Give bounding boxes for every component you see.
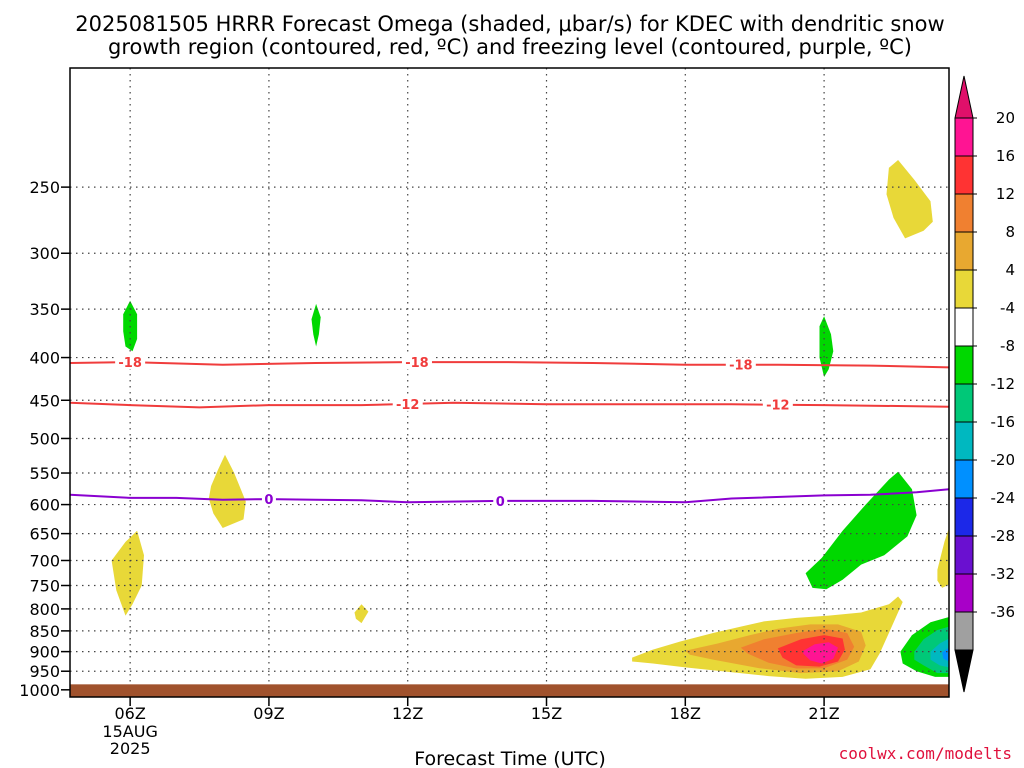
omega-colorbar: 20 16 12 8 4 -4 -8 -12 -16 -20 -24 -28 -32 -36: [954, 75, 1016, 693]
y-tick-label-750: 750: [29, 577, 60, 596]
ground-layer: [70, 684, 949, 697]
contour--12: [70, 401, 949, 409]
y-tick-label-250: 250: [29, 178, 60, 197]
contour-label--12: -12: [766, 399, 790, 414]
omega-region-3: [311, 303, 321, 347]
plot-background: [70, 68, 949, 697]
y-tick-label-350: 350: [29, 300, 60, 319]
y-tick-label-500: 500: [29, 429, 60, 448]
title-line-2: growth region (contoured, red, ºC) and f…: [108, 35, 912, 59]
x-tick-sublabel: 15AUG: [102, 722, 157, 741]
y-tick-label-950: 950: [29, 662, 60, 681]
y-tick-label-400: 400: [29, 349, 60, 368]
omega-region-0: [111, 530, 144, 616]
colorbar-label: -4: [1000, 299, 1015, 317]
contour-label-bg: [725, 357, 756, 372]
colorbar-label: -24: [991, 489, 1016, 507]
colorbar-swatch: [954, 117, 974, 157]
contour-label-0: 0: [496, 495, 505, 510]
omega-region-1: [123, 300, 138, 352]
y-tick-label-850: 850: [29, 622, 60, 641]
x-tick-label-09Z: 09Z: [253, 704, 284, 723]
colorbar-label: 20: [996, 109, 1015, 127]
y-tick-label-700: 700: [29, 551, 60, 570]
x-tick-label-21Z: 21Z: [808, 704, 839, 723]
colorbar-swatch: [954, 459, 974, 499]
x-tick-label-15Z: 15Z: [531, 704, 562, 723]
title-line-1: 2025081505 HRRR Forecast Omega (shaded, …: [75, 12, 944, 36]
colorbar-label: -8: [1000, 337, 1015, 355]
contour-label-bg: [261, 492, 276, 507]
contour-label--18: -18: [405, 356, 429, 371]
contour-label--12: -12: [396, 398, 420, 413]
colorbar-label: -32: [991, 565, 1016, 583]
colorbar-label: -16: [991, 413, 1016, 431]
colorbar-label: 8: [1005, 223, 1015, 241]
colorbar-swatch: [954, 573, 974, 613]
y-tick-label-600: 600: [29, 496, 60, 515]
contour-label-bg: [115, 355, 146, 370]
colorbar-swatch: [954, 611, 974, 651]
contour-label-bg: [762, 397, 793, 412]
omega-region-6: [886, 160, 933, 239]
y-tick-label-300: 300: [29, 244, 60, 263]
colorbar-bottom-arrow: [954, 649, 974, 693]
colorbar-swatch: [954, 383, 974, 423]
colorbar-swatch: [954, 307, 974, 347]
colorbar-label: -36: [991, 603, 1016, 621]
contour-label--18: -18: [118, 356, 142, 371]
plot-area: -18 -18 -18 -12 -12 0 0: [69, 67, 950, 698]
x-axis-title: Forecast Time (UTC): [414, 748, 605, 768]
contour-label-bg: [392, 396, 423, 411]
pressure-axis: 250 300 350 400 450 500 550 600 650 700 750 800 850 9…: [19, 178, 70, 700]
colorbar-swatch: [954, 497, 974, 537]
y-tick-label-650: 650: [29, 525, 60, 544]
temperature-contours: -18 -18 -18 -12 -12 0 0: [70, 355, 949, 510]
omega-region-8: [937, 528, 949, 588]
colorbar-swatch: [954, 155, 974, 195]
contour-label-0: 0: [264, 493, 273, 508]
colorbar-label: -20: [991, 451, 1016, 469]
omega-region-16: [930, 638, 949, 668]
x-tick-label-12Z: 12Z: [392, 704, 423, 723]
colorbar-label: -28: [991, 527, 1016, 545]
omega-region-2: [208, 454, 246, 528]
colorbar-label: 16: [996, 147, 1015, 165]
omega-region-5: [819, 316, 834, 377]
contour-0: [70, 488, 949, 504]
contour--18: [70, 361, 949, 369]
contour-label--18: -18: [729, 359, 753, 374]
colorbar-swatch: [954, 535, 974, 575]
x-tick-label-18Z: 18Z: [670, 704, 701, 723]
colorbar-label: 12: [996, 185, 1015, 203]
colorbar-swatch: [954, 421, 974, 461]
omega-region-13: [803, 642, 838, 664]
colorbar-label: 4: [1005, 261, 1015, 279]
y-tick-label-800: 800: [29, 600, 60, 619]
colorbar-swatch: [954, 345, 974, 385]
plot-frame: [69, 67, 950, 698]
colorbar-swatch: [954, 231, 974, 271]
y-tick-label-1000: 1000: [19, 681, 60, 700]
y-tick-label-450: 450: [29, 391, 60, 410]
grid-lines: [70, 68, 949, 697]
contour-label-bg: [493, 493, 508, 508]
x-tick-label-06Z: 06Z: [114, 704, 145, 723]
ground-fill: [70, 684, 949, 697]
colorbar-top-arrow: [954, 75, 974, 119]
contour-label-bg: [401, 355, 432, 370]
x-tick-sublabel: 2025: [110, 739, 151, 758]
colorbar-swatch: [954, 269, 974, 309]
credit-text: coolwx.com/modelts: [839, 744, 1012, 763]
y-tick-label-550: 550: [29, 464, 60, 483]
omega-shaded-regions: [111, 160, 949, 679]
colorbar-label: -12: [991, 375, 1016, 393]
colorbar-swatch: [954, 193, 974, 233]
chart-title: 2025081505 HRRR Forecast Omega (shaded, …: [75, 12, 944, 59]
y-tick-label-900: 900: [29, 643, 60, 662]
